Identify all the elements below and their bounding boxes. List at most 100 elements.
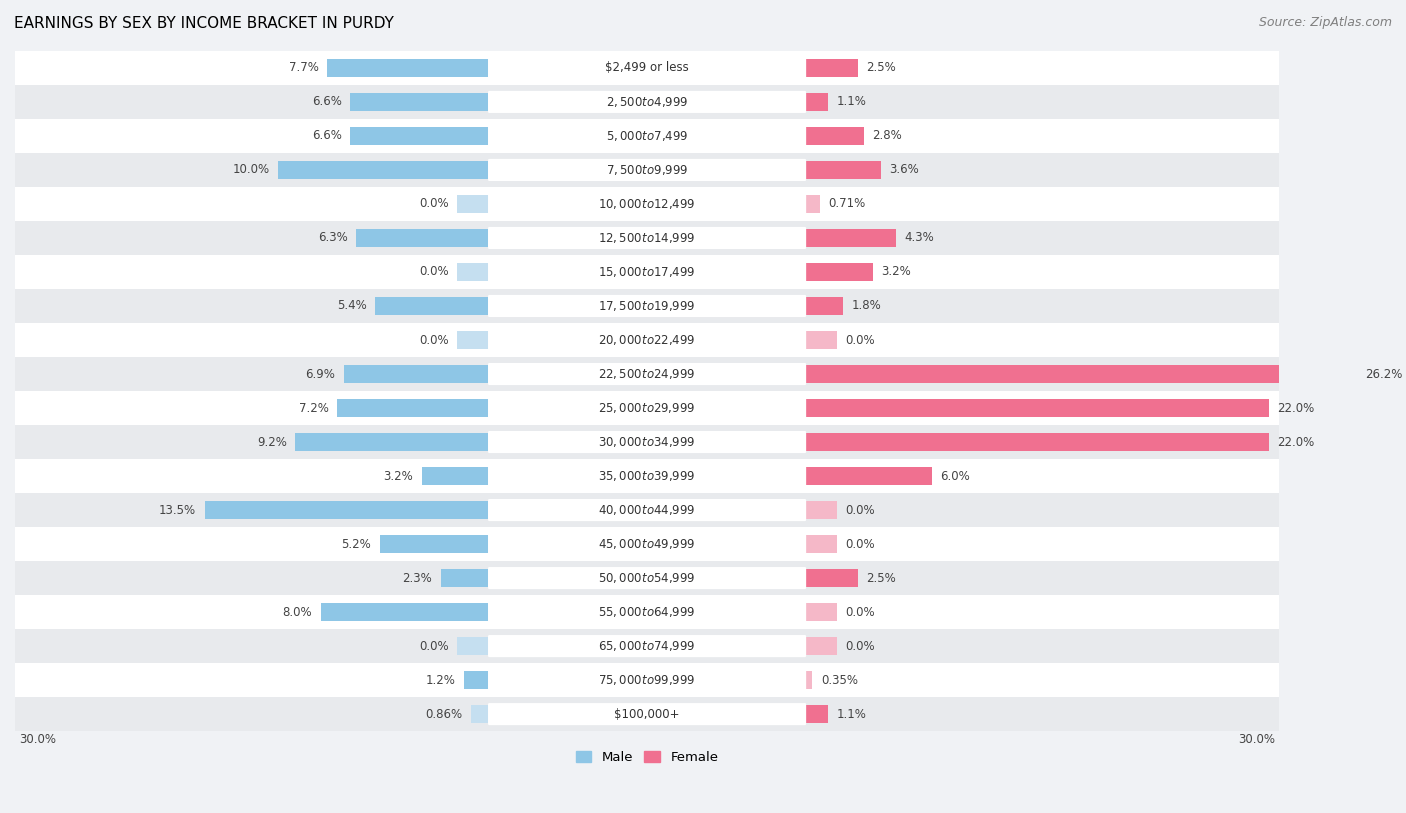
Bar: [15, 153, 1279, 187]
Bar: [457, 637, 489, 655]
Bar: [337, 398, 489, 417]
FancyBboxPatch shape: [488, 601, 806, 623]
Text: 30.0%: 30.0%: [1237, 733, 1275, 746]
Text: $2,499 or less: $2,499 or less: [605, 62, 689, 75]
Bar: [806, 671, 813, 689]
Text: $7,500 to $9,999: $7,500 to $9,999: [606, 163, 689, 177]
Text: 13.5%: 13.5%: [159, 503, 197, 516]
Text: $15,000 to $17,499: $15,000 to $17,499: [599, 265, 696, 279]
Text: 1.2%: 1.2%: [426, 674, 456, 687]
Bar: [440, 569, 489, 588]
Text: $5,000 to $7,499: $5,000 to $7,499: [606, 129, 689, 143]
Text: $40,000 to $44,999: $40,000 to $44,999: [599, 503, 696, 517]
Bar: [15, 85, 1279, 119]
FancyBboxPatch shape: [488, 567, 806, 589]
Text: 1.1%: 1.1%: [837, 707, 866, 720]
FancyBboxPatch shape: [488, 329, 806, 351]
Bar: [15, 561, 1279, 595]
Text: 8.0%: 8.0%: [283, 606, 312, 619]
Bar: [15, 391, 1279, 425]
Text: 3.2%: 3.2%: [384, 470, 413, 483]
FancyBboxPatch shape: [488, 431, 806, 453]
Text: 0.71%: 0.71%: [828, 198, 866, 211]
Bar: [15, 323, 1279, 357]
Text: $65,000 to $74,999: $65,000 to $74,999: [599, 639, 696, 653]
Bar: [15, 595, 1279, 629]
Text: $22,500 to $24,999: $22,500 to $24,999: [599, 367, 696, 381]
Text: $10,000 to $12,499: $10,000 to $12,499: [599, 197, 696, 211]
Text: 1.1%: 1.1%: [837, 95, 866, 108]
FancyBboxPatch shape: [488, 363, 806, 385]
Text: 6.6%: 6.6%: [312, 95, 342, 108]
FancyBboxPatch shape: [488, 159, 806, 181]
Bar: [806, 263, 873, 281]
Bar: [278, 161, 489, 180]
Text: 22.0%: 22.0%: [1277, 436, 1315, 449]
Text: 30.0%: 30.0%: [20, 733, 56, 746]
Bar: [356, 228, 489, 247]
Text: 22.0%: 22.0%: [1277, 402, 1315, 415]
Text: $35,000 to $39,999: $35,000 to $39,999: [599, 469, 696, 483]
Text: 4.3%: 4.3%: [904, 232, 934, 245]
Bar: [375, 297, 489, 315]
Bar: [422, 467, 489, 485]
Bar: [205, 501, 489, 520]
FancyBboxPatch shape: [488, 499, 806, 521]
Bar: [806, 365, 1357, 384]
FancyBboxPatch shape: [488, 91, 806, 113]
Bar: [15, 629, 1279, 663]
Text: 9.2%: 9.2%: [257, 436, 287, 449]
Text: 1.8%: 1.8%: [852, 299, 882, 312]
Text: $12,500 to $14,999: $12,500 to $14,999: [599, 231, 696, 245]
Text: 3.6%: 3.6%: [890, 163, 920, 176]
Bar: [806, 535, 837, 554]
Bar: [471, 705, 489, 724]
Text: 2.5%: 2.5%: [866, 62, 896, 75]
Text: Source: ZipAtlas.com: Source: ZipAtlas.com: [1258, 16, 1392, 29]
Text: 0.0%: 0.0%: [845, 333, 875, 346]
Bar: [806, 93, 828, 111]
Text: 2.3%: 2.3%: [402, 572, 432, 585]
Bar: [350, 127, 489, 146]
FancyBboxPatch shape: [488, 703, 806, 725]
Bar: [806, 59, 858, 77]
Bar: [806, 194, 820, 213]
FancyBboxPatch shape: [488, 125, 806, 147]
Text: EARNINGS BY SEX BY INCOME BRACKET IN PURDY: EARNINGS BY SEX BY INCOME BRACKET IN PUR…: [14, 16, 394, 31]
Bar: [806, 127, 865, 146]
Bar: [15, 51, 1279, 85]
Bar: [343, 365, 489, 384]
FancyBboxPatch shape: [488, 635, 806, 657]
FancyBboxPatch shape: [488, 261, 806, 283]
FancyBboxPatch shape: [488, 295, 806, 317]
Text: 0.0%: 0.0%: [845, 640, 875, 653]
Bar: [15, 425, 1279, 459]
Bar: [15, 221, 1279, 255]
Bar: [380, 535, 489, 554]
FancyBboxPatch shape: [488, 465, 806, 487]
FancyBboxPatch shape: [488, 193, 806, 215]
Text: 6.0%: 6.0%: [941, 470, 970, 483]
Bar: [326, 59, 489, 77]
Text: $25,000 to $29,999: $25,000 to $29,999: [599, 401, 696, 415]
Text: 5.4%: 5.4%: [337, 299, 367, 312]
Bar: [806, 228, 896, 247]
Text: $20,000 to $22,499: $20,000 to $22,499: [599, 333, 696, 347]
Bar: [806, 569, 858, 588]
Text: 5.2%: 5.2%: [342, 537, 371, 550]
Bar: [15, 697, 1279, 731]
Text: $75,000 to $99,999: $75,000 to $99,999: [599, 673, 696, 687]
Bar: [15, 255, 1279, 289]
Bar: [321, 602, 489, 621]
Text: 0.0%: 0.0%: [419, 333, 449, 346]
Text: 0.0%: 0.0%: [419, 266, 449, 279]
Text: $100,000+: $100,000+: [614, 707, 681, 720]
Text: 6.9%: 6.9%: [305, 367, 335, 380]
Text: 0.35%: 0.35%: [821, 674, 858, 687]
Bar: [806, 705, 828, 724]
Bar: [806, 467, 932, 485]
Text: 26.2%: 26.2%: [1365, 367, 1403, 380]
Bar: [350, 93, 489, 111]
Text: 7.7%: 7.7%: [288, 62, 318, 75]
Bar: [15, 357, 1279, 391]
